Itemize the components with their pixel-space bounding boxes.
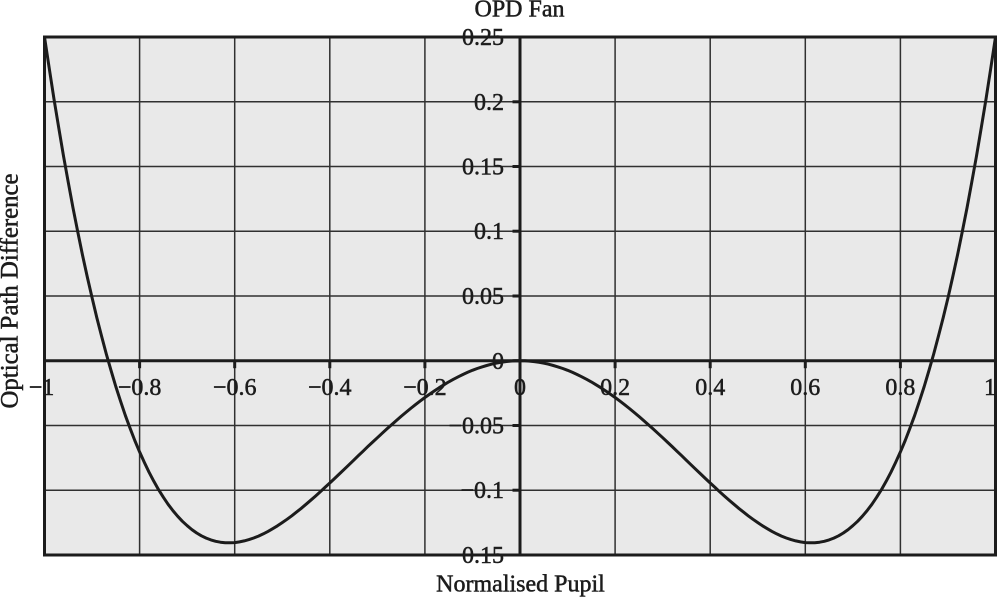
svg-text:0.2: 0.2 — [600, 375, 630, 401]
svg-text:Normalised Pupil: Normalised Pupil — [436, 572, 605, 598]
svg-text:−0.05: −0.05 — [448, 414, 504, 440]
svg-text:OPD Fan: OPD Fan — [474, 0, 564, 23]
svg-text:0.8: 0.8 — [885, 375, 915, 401]
svg-text:0.25: 0.25 — [462, 25, 504, 51]
svg-text:0.15: 0.15 — [462, 155, 504, 181]
svg-text:−0.2: −0.2 — [403, 375, 447, 401]
svg-text:−0.6: −0.6 — [213, 375, 257, 401]
svg-text:Optical Path Difference: Optical Path Difference — [0, 173, 24, 408]
svg-text:0.2: 0.2 — [474, 90, 504, 116]
svg-text:−0.1: −0.1 — [460, 478, 504, 504]
svg-text:0: 0 — [514, 375, 526, 401]
svg-text:0.4: 0.4 — [695, 375, 725, 401]
svg-text:0.6: 0.6 — [790, 375, 820, 401]
svg-text:0: 0 — [492, 349, 504, 375]
svg-text:−0.15: −0.15 — [448, 543, 504, 569]
svg-text:−0.8: −0.8 — [118, 375, 162, 401]
svg-text:−1: −1 — [29, 375, 55, 401]
svg-text:0.05: 0.05 — [462, 284, 504, 310]
svg-text:1: 1 — [984, 375, 996, 401]
svg-text:0.1: 0.1 — [474, 219, 504, 245]
svg-text:−0.4: −0.4 — [308, 375, 352, 401]
